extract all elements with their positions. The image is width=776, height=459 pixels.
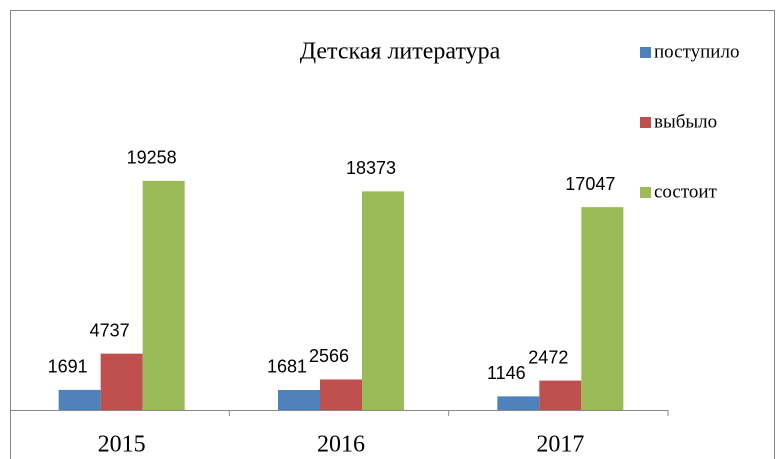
x-tick-label: 2016 (317, 432, 365, 458)
legend-swatch (640, 117, 651, 128)
data-label: 1146 (487, 363, 526, 383)
data-label: 1681 (267, 357, 307, 377)
chart-title: Детская литература (300, 39, 501, 65)
bar (320, 379, 362, 410)
data-label: 2472 (528, 347, 568, 367)
bar (142, 180, 185, 410)
x-tick-label: 2015 (98, 432, 146, 458)
bar (362, 191, 404, 410)
data-label: 1691 (48, 357, 88, 377)
legend-swatch (640, 187, 651, 198)
legend-label: выбыло (654, 111, 717, 132)
bar (278, 389, 320, 410)
bar (581, 207, 624, 410)
data-label: 18373 (346, 158, 396, 178)
data-label: 2566 (309, 346, 349, 366)
data-label: 4737 (90, 320, 130, 340)
legend-label: поступило (654, 41, 739, 62)
bar (58, 389, 101, 410)
data-label: 19258 (127, 148, 177, 168)
bar (100, 353, 143, 410)
x-tick-label: 2017 (536, 432, 584, 458)
data-label: 17047 (565, 174, 615, 194)
bar (539, 380, 582, 410)
legend-swatch (640, 47, 651, 58)
chart-border (10, 10, 775, 459)
bar (497, 396, 540, 410)
legend-label: состоит (654, 181, 718, 202)
